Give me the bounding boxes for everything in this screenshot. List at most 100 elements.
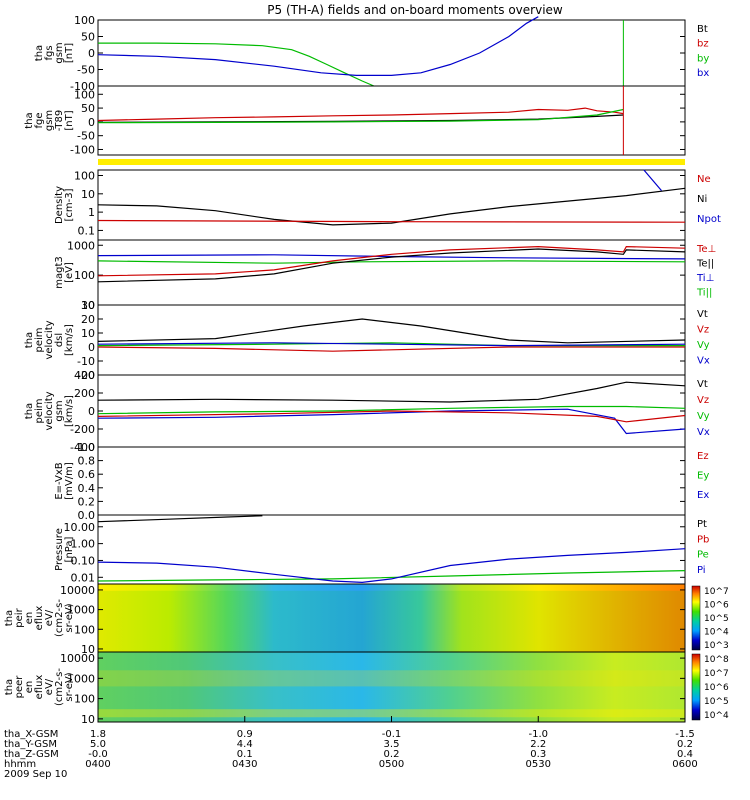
series-Te||: [97, 248, 686, 283]
y-axis-label: peir: [14, 607, 25, 627]
legend-entry: bz: [697, 39, 709, 50]
y-tick-label: 0: [88, 405, 95, 418]
y-tick-label: 1.00: [71, 538, 96, 551]
y-axis-label: sr-eV): [64, 672, 75, 701]
x-axis-value: 0.2: [384, 749, 400, 760]
legend-entry: Vx: [697, 356, 710, 367]
colorbar-label: 10^6: [704, 683, 729, 693]
series-Vz: [97, 346, 685, 352]
series-Vx: [97, 408, 686, 435]
y-tick-label: 1.0: [78, 441, 96, 454]
legend-entry: Ey: [697, 470, 709, 481]
y-tick-label: 50: [81, 102, 95, 115]
series-Vt: [97, 318, 686, 344]
heatmap-fill: [98, 652, 685, 722]
y-axis-label: dsl: [54, 333, 65, 347]
y-tick-label: 0.6: [78, 468, 96, 481]
y-tick-label: 10.00: [64, 521, 96, 534]
y-axis-label: velocity: [44, 320, 55, 359]
y-tick-label: 100: [74, 170, 95, 183]
y-tick-label: -200: [70, 423, 95, 436]
y-tick-label: 0.2: [78, 495, 96, 508]
y-tick-label: 0.01: [71, 571, 96, 584]
x-axis-row-label: tha_Z-GSM: [4, 749, 59, 760]
y-tick-label: 0.1: [78, 224, 96, 237]
y-tick-label: 0: [88, 116, 95, 129]
x-axis-value: 2.2: [530, 739, 546, 750]
y-axis-label: eV/: [44, 678, 55, 695]
y-tick-label: 100: [74, 14, 95, 27]
panel-frame: [97, 304, 686, 376]
legend-entry: Ne: [697, 174, 711, 185]
y-axis-label: peer: [14, 675, 25, 699]
colorbar: [691, 585, 701, 651]
series-Vy: [97, 405, 686, 415]
y-axis-label: fgs: [44, 45, 55, 60]
y-tick-label: 0: [88, 47, 95, 60]
series-Ne: [97, 219, 686, 223]
legend-entry: Vz: [697, 395, 709, 406]
panel-fgs: 100 50 0 -50 -100 tha fgs gsm [nT] Bt bz by bx: [34, 14, 709, 93]
panel-electron_spectrogram: 10^8 10^7 10^6 10^5 10^4 10000 1000 100 10 tha pee…: [4, 651, 729, 726]
y-axis-label: sr-eV): [64, 603, 75, 632]
legend-entry: Te⊥: [696, 244, 716, 255]
legend-entry: Ni: [697, 194, 707, 205]
colorbar-label: 10^5: [704, 614, 729, 624]
x-axis-row-label: hhmm: [4, 759, 36, 770]
y-tick-label: 10: [81, 327, 95, 340]
x-axis-value: 0430: [232, 759, 257, 770]
y-axis-label: tha: [24, 332, 35, 348]
x-axis-value: 1.8: [90, 729, 106, 740]
y-axis-label: eflux: [34, 606, 45, 631]
y-tick-label: 0.8: [78, 455, 96, 468]
series-Pt: [97, 515, 263, 523]
y-tick-label: 20: [81, 313, 95, 326]
series-Ti||: [97, 260, 686, 264]
chart-title: P5 (TH-A) fields and on-board moments ov…: [267, 3, 563, 17]
x-axis-value: 0400: [85, 759, 110, 770]
y-axis-label: en: [24, 681, 35, 694]
x-axis-row-label: tha_Y-GSM: [4, 739, 57, 750]
y-axis-label: fge: [34, 112, 45, 128]
colorbar: [691, 653, 701, 721]
y-axis-label: [nPa]: [64, 536, 75, 562]
y-axis-label: tha: [34, 45, 45, 61]
panel-velocity_gsm: 400 200 0 -200 -400 tha peim velocity gsm [km/s] V…: [24, 369, 710, 454]
colorbar-label: 10^6: [704, 601, 729, 611]
y-tick-label: -50: [77, 64, 95, 77]
x-axis-value: 0.4: [677, 749, 693, 760]
y-tick-label: 10000: [60, 584, 95, 597]
colorbar-label: 10^3: [704, 641, 729, 651]
legend-entry: Ti||: [696, 287, 712, 298]
y-tick-label: 30: [81, 299, 95, 312]
y-tick-label: 10000: [60, 652, 95, 665]
colorbar-label: 10^7: [704, 587, 729, 597]
y-tick-label: 200: [74, 387, 95, 400]
y-axis-label: [km/s]: [64, 395, 75, 427]
colorbar-label: 10^8: [704, 655, 729, 665]
x-axis-value: -1.0: [528, 729, 548, 740]
series-Pi: [97, 548, 686, 584]
y-axis-label: magt3: [54, 256, 65, 289]
x-axis-value: -0.0: [88, 749, 108, 760]
legend-entry: Pt: [697, 519, 707, 530]
heatmap-band: [98, 670, 685, 687]
legend-entry: Bt: [697, 24, 708, 35]
y-tick-label: 10: [81, 188, 95, 201]
y-tick-label: 1000: [67, 239, 95, 252]
y-tick-label: 50: [81, 31, 95, 44]
panel-pressure: 10.00 1.00 0.10 0.01 Pressure [nPa] Pt Pb Pe Pi: [54, 514, 709, 585]
y-axis-label: eflux: [34, 675, 45, 700]
colorbar-label: 10^7: [704, 669, 729, 679]
y-tick-label: 1000: [67, 604, 95, 617]
series-green: [97, 108, 624, 124]
y-axis-label: (cm2-s-: [54, 599, 65, 637]
y-axis-label: [mV/m]: [64, 462, 75, 500]
y-axis-label: tha: [24, 403, 35, 419]
y-axis-label: -T89: [54, 110, 65, 132]
y-tick-label: 10: [81, 713, 95, 726]
date-label: 2009 Sep 10: [4, 769, 67, 780]
